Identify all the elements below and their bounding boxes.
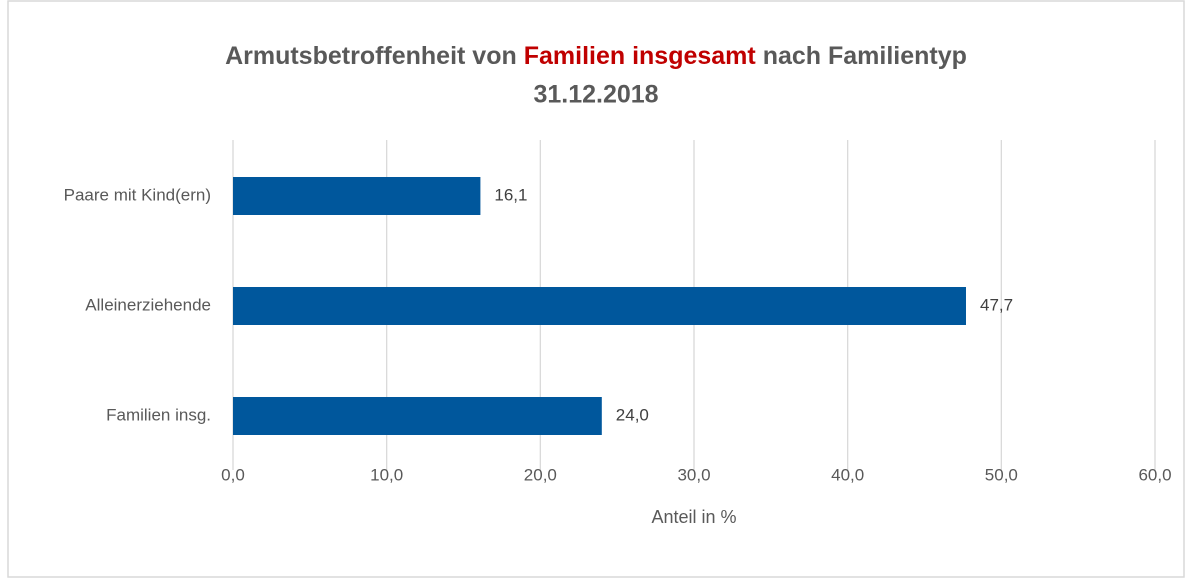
y-tick-label: Familien insg. [106, 405, 211, 424]
x-tick-label: 30,0 [677, 465, 710, 484]
y-tick-label: Alleinerziehende [85, 295, 211, 314]
x-tick-label: 40,0 [831, 465, 864, 484]
data-label: 47,7 [980, 295, 1013, 314]
x-tick-label: 0,0 [221, 465, 245, 484]
title-part: nach Familientyp [763, 42, 967, 70]
title-part: Armutsbetroffenheit von [225, 42, 517, 70]
x-tick-label: 60,0 [1138, 465, 1171, 484]
chart-subtitle: 31.12.2018 [533, 81, 658, 109]
title-highlight: Familien insgesamt [524, 42, 757, 70]
x-tick-label: 20,0 [524, 465, 557, 484]
bar [233, 177, 481, 215]
bar [233, 287, 966, 325]
data-label: 16,1 [494, 185, 527, 204]
x-tick-label: 50,0 [985, 465, 1018, 484]
x-axis-title: Anteil in % [651, 507, 736, 527]
data-label: 24,0 [616, 405, 649, 424]
x-tick-label: 10,0 [370, 465, 403, 484]
chart-title: Armutsbetroffenheit von Familien insgesa… [225, 42, 967, 70]
bar [233, 397, 602, 435]
y-tick-label: Paare mit Kind(ern) [64, 185, 211, 204]
